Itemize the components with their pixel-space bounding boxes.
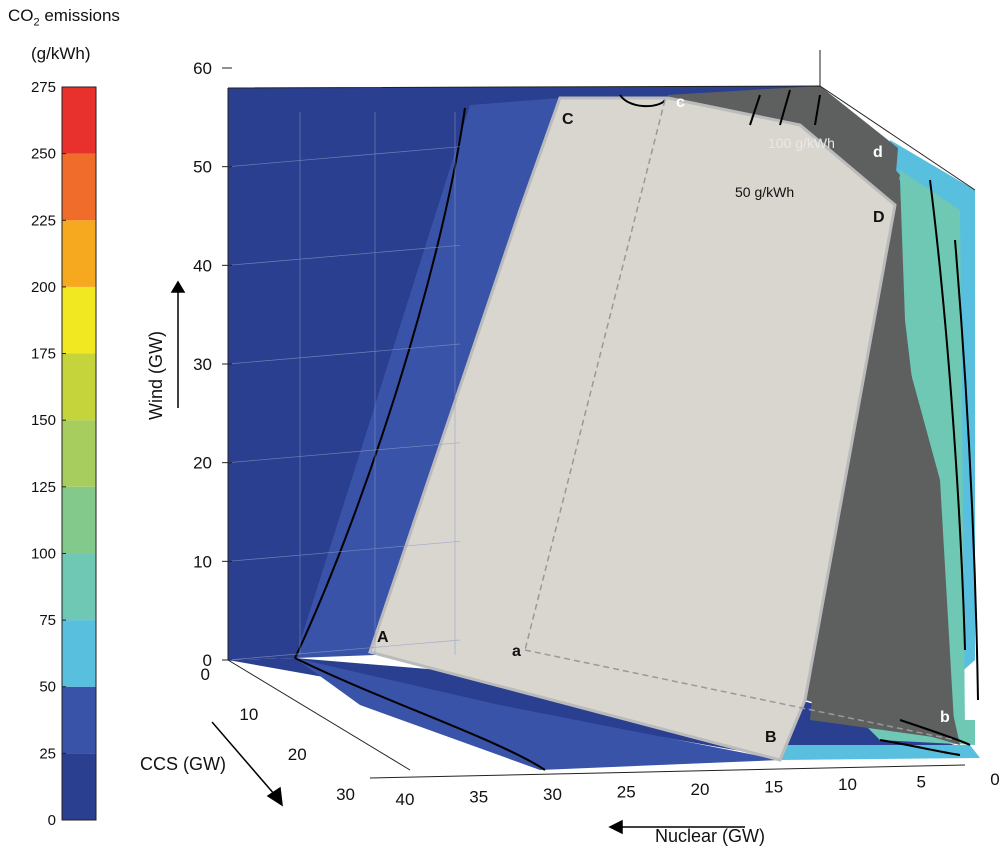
point-labels: A B C D a b c d bbox=[377, 94, 950, 746]
gridline bbox=[227, 244, 461, 266]
wind-tick-label: 50 bbox=[193, 158, 212, 177]
wind-tick-label: 60 bbox=[193, 59, 212, 78]
blue-band bbox=[295, 98, 560, 658]
colorbar-band bbox=[62, 420, 96, 487]
contour-label-100: 100 g/kWh bbox=[768, 135, 835, 151]
colorbar-tick-label: 150 bbox=[31, 412, 56, 429]
gridline bbox=[227, 146, 461, 168]
axes bbox=[227, 50, 976, 779]
nuclear-arrow bbox=[608, 819, 745, 835]
nuclear-tick-label: 40 bbox=[396, 790, 415, 809]
nuclear-tick-label: 35 bbox=[469, 788, 488, 807]
nuclear-tick-label: 15 bbox=[764, 778, 783, 797]
colorbar: 0 25 50 75 100 125 150 175 200 225 250 275 bbox=[31, 79, 97, 829]
top-surface-strip bbox=[228, 86, 820, 115]
floor-band-light bbox=[295, 658, 780, 770]
colorbar-tick-label: 250 bbox=[31, 146, 56, 163]
colorbar-band bbox=[62, 553, 96, 621]
wind-axis-label: Wind (GW) bbox=[146, 331, 166, 420]
nuclear-axis-label: Nuclear (GW) bbox=[655, 826, 765, 846]
wind-tick-label: 0 bbox=[203, 651, 212, 670]
point-B: B bbox=[765, 729, 777, 746]
colorbar-band bbox=[62, 620, 96, 687]
colorbar-tick-label: 225 bbox=[31, 212, 56, 229]
axis-titles: Wind (GW) CCS (GW) Nuclear (GW) bbox=[140, 280, 765, 846]
colorbar-tick-label: 175 bbox=[31, 346, 56, 363]
nuclear-tick-label: 20 bbox=[691, 780, 710, 799]
wind-tick-label: 20 bbox=[193, 454, 212, 473]
ccs-tick-label: 30 bbox=[336, 785, 355, 804]
nuclear-tick-label: 5 bbox=[917, 773, 926, 792]
point-c: c bbox=[676, 94, 685, 111]
ccs-tick-label: 0 bbox=[201, 665, 210, 684]
gridline bbox=[227, 343, 461, 365]
colorbar-tick-label: 25 bbox=[39, 745, 56, 762]
colorbar-band bbox=[62, 753, 96, 820]
colorbar-band bbox=[62, 87, 96, 154]
ccs-axis-label: CCS (GW) bbox=[140, 754, 226, 774]
colorbar-band bbox=[62, 286, 96, 354]
contour-label-50: 50 g/kWh bbox=[735, 184, 794, 200]
main-surface bbox=[368, 96, 897, 762]
colorbar-band bbox=[62, 686, 96, 754]
point-D: D bbox=[873, 209, 885, 226]
gray-region-right bbox=[810, 260, 955, 740]
colorbar-tick-label: 275 bbox=[31, 79, 56, 96]
gridline bbox=[227, 639, 461, 661]
nuclear-tick-label: 10 bbox=[838, 775, 857, 794]
wind-tick-label: 40 bbox=[193, 256, 212, 275]
ccs-arrow bbox=[211, 721, 283, 807]
colorbar-band bbox=[62, 153, 96, 221]
colorbar-tick-label: 0 bbox=[48, 812, 56, 829]
nuclear-tick-label: 25 bbox=[617, 783, 636, 802]
colorbar-tick-label: 100 bbox=[31, 545, 56, 562]
colorbar-tick-label: 75 bbox=[39, 612, 56, 629]
colorbar-tick-label: 200 bbox=[31, 279, 56, 296]
point-b: b bbox=[940, 709, 950, 726]
dashed-edges bbox=[524, 99, 956, 741]
nuclear-tick-label: 0 bbox=[990, 770, 999, 789]
colorbar-band bbox=[62, 353, 96, 421]
point-d: d bbox=[873, 144, 883, 161]
ccs-tick-label: 10 bbox=[239, 705, 258, 724]
gridline bbox=[227, 442, 461, 464]
wind-tick-label: 30 bbox=[193, 355, 212, 374]
colorbar-tick-label: 50 bbox=[39, 679, 56, 696]
colorbar-frame bbox=[61, 86, 97, 821]
point-A: A bbox=[377, 629, 389, 646]
colorbar-title: CO2 emissions bbox=[8, 6, 120, 29]
wind-tick-label: 10 bbox=[193, 552, 212, 571]
gridline bbox=[227, 540, 461, 562]
colorbar-unit: (g/kWh) bbox=[31, 44, 91, 63]
colorbar-band bbox=[62, 486, 96, 554]
ccs-tick-label: 20 bbox=[288, 745, 307, 764]
point-a: a bbox=[512, 643, 521, 660]
wind-arrow bbox=[170, 280, 186, 408]
point-C: C bbox=[562, 111, 574, 128]
nuclear-tick-label: 30 bbox=[543, 785, 562, 804]
contour-lines bbox=[294, 89, 979, 771]
gridlines bbox=[227, 112, 461, 661]
colorbar-tick-label: 125 bbox=[31, 479, 56, 496]
colorbar-band bbox=[62, 220, 96, 287]
